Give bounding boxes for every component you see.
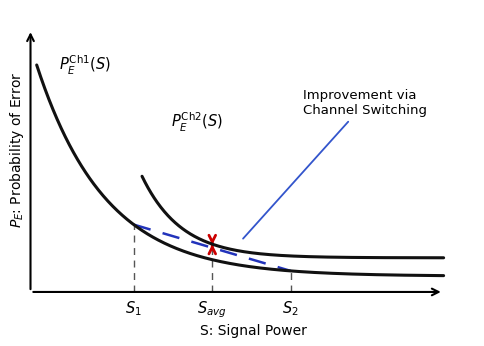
Text: Improvement via
Channel Switching: Improvement via Channel Switching bbox=[242, 89, 426, 239]
Y-axis label: $P_E$: Probability of Error: $P_E$: Probability of Error bbox=[8, 72, 26, 228]
Text: $P_E^{\rm Ch1}(S)$: $P_E^{\rm Ch1}(S)$ bbox=[60, 53, 111, 76]
Text: $P_E^{\rm Ch2}(S)$: $P_E^{\rm Ch2}(S)$ bbox=[170, 111, 223, 134]
X-axis label: S: Signal Power: S: Signal Power bbox=[200, 324, 306, 338]
